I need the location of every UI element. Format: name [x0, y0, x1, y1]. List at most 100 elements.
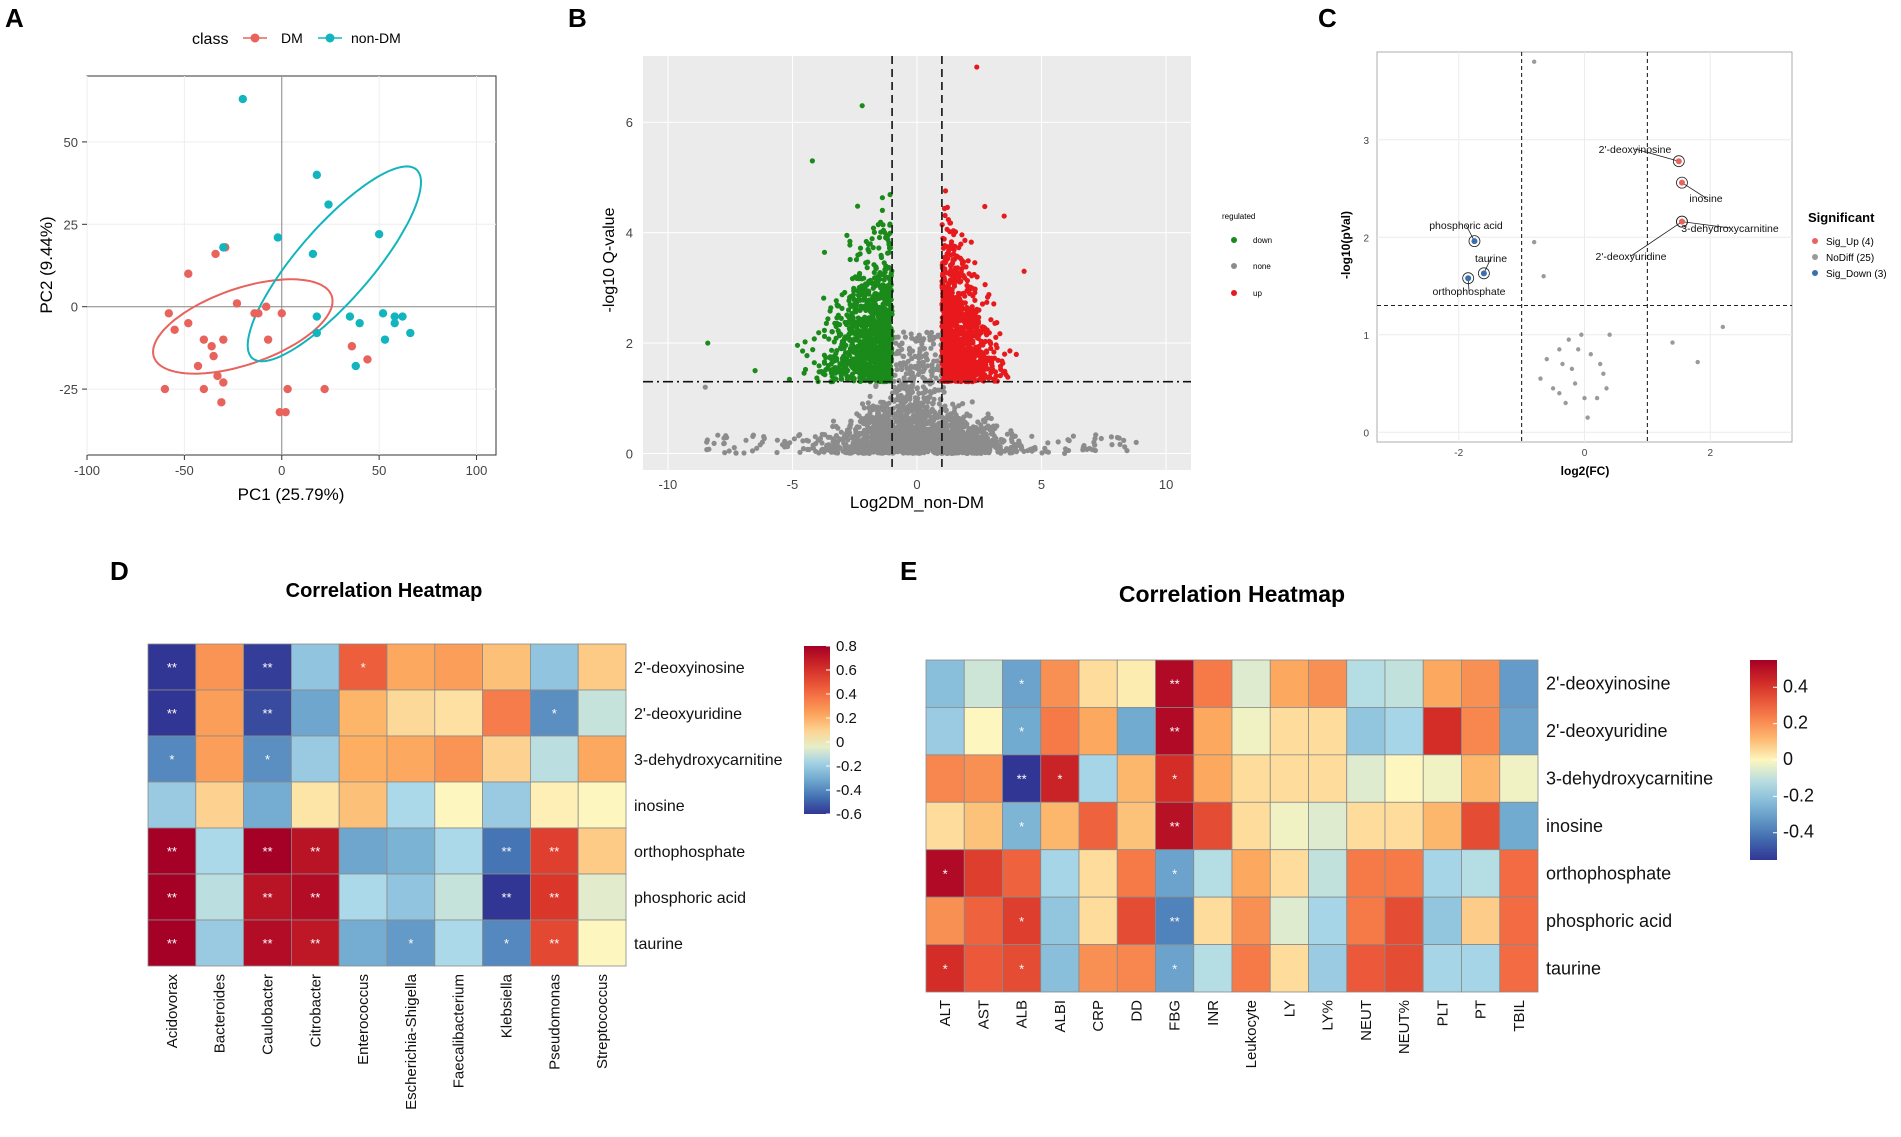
- heatmap-e-cell: [1499, 754, 1539, 803]
- volcano-c-point-ring: [1462, 272, 1475, 285]
- heatmap-e-cell: [925, 849, 965, 898]
- volcano-b-point-none: [910, 413, 916, 419]
- heatmap-d-cell: [195, 873, 245, 921]
- heatmap-d-cell: [290, 827, 340, 875]
- volcano-b-point-up: [997, 331, 1003, 337]
- volcano-b-point-up: [984, 327, 990, 333]
- heatmap-e-cell: [1499, 896, 1539, 945]
- volcano-b-point-none: [902, 381, 908, 387]
- volcano-b-point-none: [1117, 441, 1123, 447]
- volcano-b-point-none: [975, 419, 981, 425]
- heatmap-e-cell: [1308, 659, 1348, 708]
- volcano-b-point-up: [951, 283, 958, 289]
- volcano-b-point-none: [1084, 446, 1090, 452]
- volcano-b-point-none: [875, 428, 881, 434]
- volcano-b-point-none: [923, 431, 929, 437]
- volcano-b-point-up: [964, 304, 970, 311]
- heatmap-e-significance: *: [943, 961, 948, 976]
- volcano-b-point-none: [953, 418, 959, 424]
- volcano-b-point-none: [946, 437, 952, 443]
- volcano-b-point-down: [847, 256, 853, 263]
- heatmap-e-col-label: LY: [1281, 1000, 1298, 1017]
- volcano-b-point-up: [948, 241, 955, 247]
- volcano-b-point-none: [885, 434, 891, 440]
- volcano-b-point-none: [932, 438, 938, 444]
- volcano-b-point-down: [876, 245, 882, 251]
- volcano-b-point-up: [956, 295, 963, 301]
- heatmap-d-cell: [290, 689, 340, 737]
- volcano-b-point-none: [854, 425, 860, 431]
- heatmap-e-col-label: PLT: [1434, 1000, 1451, 1026]
- volcano-b-point-none: [923, 355, 930, 361]
- pca-plot-frame: [86, 75, 497, 456]
- volcano-c-point-ring: [1477, 267, 1490, 280]
- pca-point-dm: [254, 309, 263, 318]
- volcano-b-point-down: [844, 356, 850, 362]
- volcano-b-point-none: [866, 429, 873, 435]
- volcano-b-point-up: [963, 264, 969, 270]
- volcano-b-point-none: [958, 419, 964, 425]
- volcano-b-point-none: [908, 363, 914, 369]
- volcano-b-point-down: [852, 329, 859, 335]
- heatmap-d-cell: [434, 643, 483, 691]
- volcano-b-point-none: [749, 448, 756, 454]
- volcano-b-point-down: [802, 339, 808, 345]
- volcano-b-legend-title: regulated: [1222, 212, 1255, 221]
- heatmap-e-cell: [1422, 801, 1462, 851]
- volcano-b-point-up: [991, 378, 998, 384]
- volcano-b-point-down: [838, 376, 844, 382]
- volcano-b-point-none: [938, 414, 944, 420]
- volcano-b-point-none: [948, 418, 955, 424]
- heatmap-e-cell: [1308, 754, 1348, 803]
- heatmap-e-col-label: LY%: [1320, 1000, 1337, 1031]
- pca-point-dm: [320, 384, 329, 394]
- volcano-b-point-none: [898, 444, 904, 450]
- volcano-b-point-up: [984, 358, 990, 364]
- volcano-b-xlabel: Log2DM_non-DM: [850, 493, 984, 512]
- volcano-b-point-none: [1122, 444, 1128, 450]
- heatmap-d-cell: [434, 781, 483, 829]
- heatmap-e-cell: [1461, 659, 1501, 708]
- volcano-b-point-up: [941, 205, 948, 212]
- heatmap-e-significance: *: [1057, 772, 1062, 787]
- volcano-b-point-none: [876, 423, 882, 429]
- pca-ytick-label: -25: [59, 382, 78, 397]
- volcano-b-point-none: [998, 450, 1004, 456]
- heatmap-d-colorbar-label: 0.6: [836, 662, 857, 679]
- heatmap-d-significance: **: [262, 936, 272, 951]
- volcano-c-point-nodiff: [1670, 340, 1675, 345]
- volcano-c-point-down: [1465, 275, 1472, 282]
- heatmap-e-cell: [1384, 754, 1424, 803]
- volcano-c-point-label: taurine: [1475, 253, 1507, 265]
- volcano-b-point-none: [936, 443, 943, 449]
- volcano-b-point-none: [908, 450, 914, 456]
- volcano-b-point-none: [861, 405, 867, 411]
- volcano-b-point-none: [920, 424, 927, 430]
- volcano-b-point-up: [994, 320, 1000, 326]
- volcano-b-point-up: [997, 363, 1004, 369]
- volcano-b-point-down: [862, 306, 869, 312]
- volcano-b-point-down: [872, 352, 878, 358]
- volcano-b-point-up: [941, 361, 947, 367]
- volcano-b-xtick-label: -5: [787, 477, 799, 492]
- volcano-b-point-up: [964, 278, 971, 284]
- volcano-b-point-none: [898, 392, 904, 399]
- volcano-b-point-up: [977, 368, 983, 374]
- volcano-b-point-none: [850, 440, 856, 446]
- volcano-c-point-nodiff: [1720, 324, 1726, 330]
- heatmap-e-cell: [1002, 896, 1042, 945]
- volcano-b-point-down: [848, 363, 855, 369]
- volcano-b-point-down: [823, 320, 830, 326]
- volcano-b-point-up: [964, 288, 970, 294]
- volcano-b-point-down: [833, 298, 839, 304]
- volcano-b-point-none: [1062, 450, 1068, 456]
- heatmap-e-cell: [1002, 849, 1042, 898]
- volcano-b-point-up: [961, 325, 968, 331]
- volcano-b-point-none: [989, 429, 996, 435]
- heatmap-d-cell: [290, 919, 340, 967]
- volcano-b-point-none: [1116, 435, 1122, 441]
- heatmap-d-significance: **: [167, 890, 177, 905]
- heatmap-e-cell: [963, 896, 1003, 945]
- volcano-b-point-none: [791, 436, 798, 442]
- volcano-b-point-none: [812, 434, 818, 440]
